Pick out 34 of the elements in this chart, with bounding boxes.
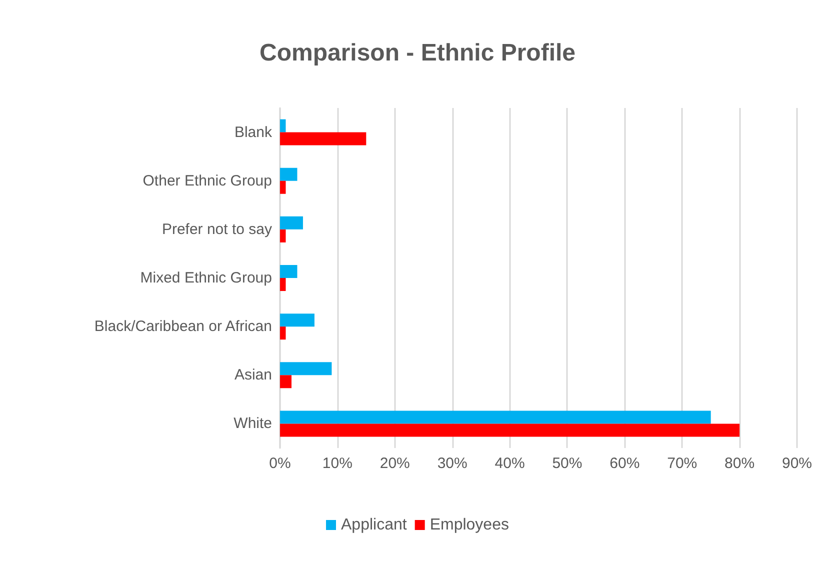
- x-tick-label: 30%: [437, 455, 468, 472]
- bar: [280, 278, 286, 291]
- x-tick-label: 80%: [724, 455, 755, 472]
- y-tick-label: Other Ethnic Group: [142, 172, 272, 190]
- x-tick-label: 70%: [667, 455, 698, 472]
- x-tick-label: 40%: [494, 455, 525, 472]
- x-tick-label: 20%: [380, 455, 410, 472]
- bar: [280, 168, 298, 181]
- y-tick-label: White: [234, 415, 272, 432]
- chart-title: Comparison - Ethnic Profile: [259, 40, 576, 66]
- bar: [280, 314, 314, 327]
- y-tick-label: Mixed Ethnic Group: [140, 270, 272, 286]
- bar: [280, 265, 298, 278]
- bar: [280, 229, 286, 242]
- x-tick-label: 90%: [782, 455, 812, 472]
- legend-label: Applicant: [341, 516, 408, 534]
- x-tick-label: 60%: [610, 455, 640, 472]
- y-tick-label: Asian: [234, 366, 272, 384]
- bar: [280, 132, 366, 146]
- bar: [280, 410, 711, 424]
- x-tick-label: 50%: [552, 455, 582, 472]
- y-tick-label: Blank: [234, 124, 272, 141]
- bar: [280, 216, 303, 230]
- y-tick-label: Black/Caribbean or African: [94, 318, 272, 336]
- bar: [280, 119, 286, 132]
- y-tick-label: Prefer not to say: [162, 220, 272, 238]
- bar: [280, 326, 286, 340]
- legend-label: Employees: [430, 516, 509, 534]
- bar: [280, 375, 292, 388]
- bar: [280, 362, 332, 376]
- x-tick-label: 0%: [269, 455, 291, 472]
- bar: [280, 424, 740, 437]
- bar: [280, 180, 286, 194]
- x-tick-label: 10%: [322, 455, 352, 472]
